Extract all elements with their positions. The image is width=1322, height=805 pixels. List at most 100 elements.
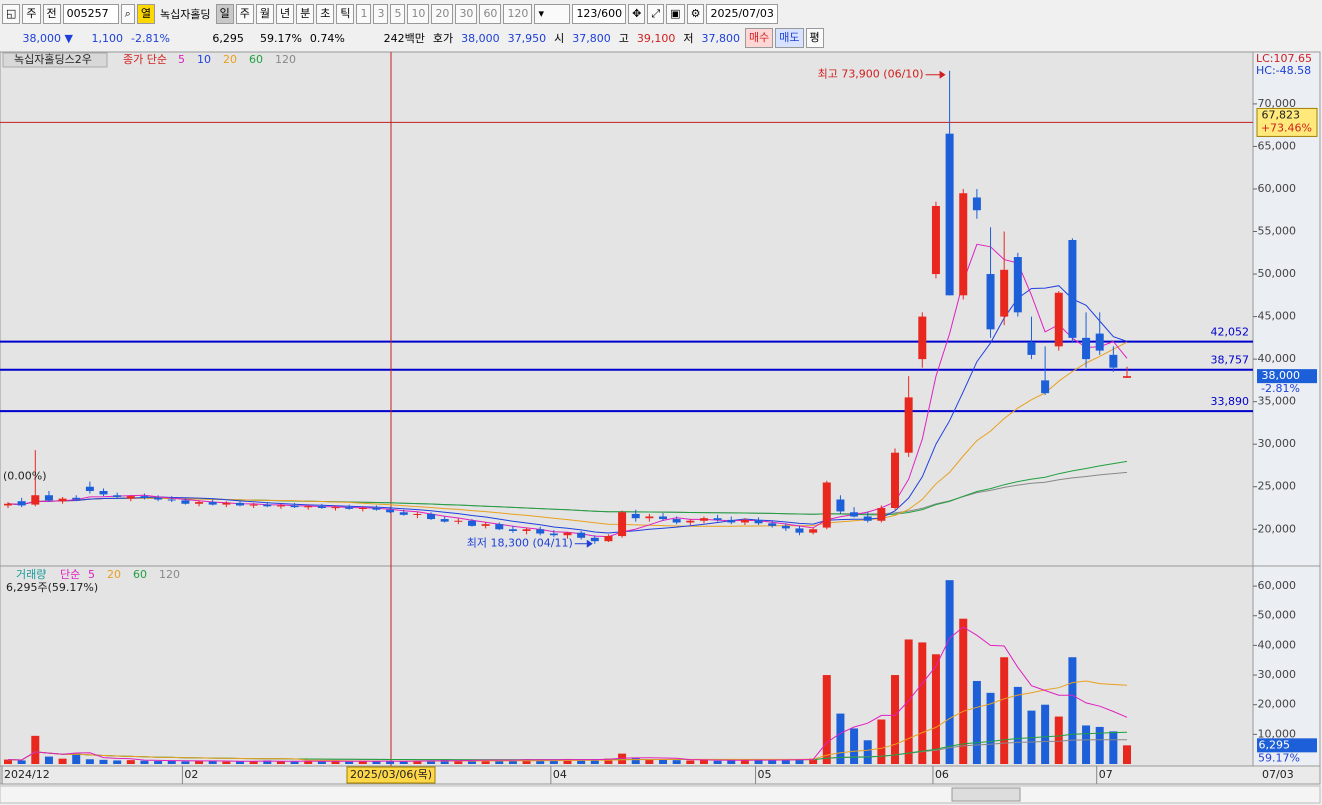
volume-bar bbox=[863, 740, 872, 764]
candle-body bbox=[631, 513, 640, 519]
volume-bar bbox=[317, 761, 326, 764]
y-tick-label: 30,000 bbox=[1258, 668, 1297, 681]
period[interactable]: 주 bbox=[235, 4, 254, 24]
scrollbar[interactable] bbox=[0, 785, 1321, 804]
quote-bar: 38,000 ▼ 1,100 -2.81% 6,295 59.17% 0.74%… bbox=[0, 27, 1322, 49]
menu-button[interactable]: ◱ bbox=[2, 4, 21, 24]
candle-body bbox=[195, 502, 204, 504]
volume-bar bbox=[44, 756, 53, 764]
candle-body bbox=[454, 520, 463, 522]
volume-bar bbox=[536, 760, 545, 764]
candle-body bbox=[263, 504, 272, 507]
candle-body bbox=[399, 512, 408, 515]
candle-body bbox=[781, 525, 790, 529]
candle-body bbox=[1000, 269, 1009, 317]
candle-body bbox=[959, 193, 968, 296]
y-tick-label: 60,000 bbox=[1258, 182, 1297, 195]
scroll-buttons[interactable] bbox=[951, 787, 1021, 802]
candle-body bbox=[44, 495, 53, 501]
volume-bar bbox=[672, 760, 681, 764]
tool[interactable]: ⤢ bbox=[647, 4, 665, 24]
volume-bar bbox=[1041, 704, 1050, 764]
period[interactable]: 틱 bbox=[336, 4, 355, 24]
volume-bar bbox=[645, 759, 654, 764]
volume-bar bbox=[454, 760, 463, 764]
period[interactable]: 초 bbox=[316, 4, 335, 24]
volume-bar bbox=[522, 759, 531, 764]
interval[interactable]: 3 bbox=[373, 4, 389, 24]
interval[interactable]: 1 bbox=[356, 4, 372, 24]
legend-prefix: 종가 단순 bbox=[123, 53, 167, 66]
settings[interactable]: ⚙ bbox=[686, 4, 705, 24]
volume-bar bbox=[836, 713, 845, 764]
candle-body bbox=[822, 482, 831, 528]
y-tick-label: 40,000 bbox=[1258, 638, 1297, 651]
period[interactable]: 일 bbox=[215, 4, 234, 24]
candle-body bbox=[276, 505, 285, 507]
candle-body bbox=[727, 519, 736, 523]
y-tick-label: 20,000 bbox=[1258, 698, 1297, 711]
candle-body bbox=[836, 499, 845, 512]
volume-bar bbox=[17, 760, 26, 764]
last-volume: 6,295 bbox=[1259, 738, 1291, 751]
volume-bar bbox=[768, 759, 777, 764]
candle-body bbox=[918, 316, 927, 360]
y-tick-label: 10,000 bbox=[1258, 727, 1297, 740]
tool[interactable]: ▣ bbox=[666, 4, 685, 24]
volume-bar bbox=[195, 761, 204, 764]
volume-bar bbox=[58, 758, 67, 764]
count[interactable]: 123/600 bbox=[572, 4, 627, 24]
y-tick-label: 60,000 bbox=[1258, 579, 1297, 592]
prev[interactable]: 전 bbox=[42, 4, 61, 24]
candle-body bbox=[440, 519, 449, 522]
volume-bar bbox=[85, 759, 94, 764]
volume-bar bbox=[508, 759, 517, 764]
candle-body bbox=[986, 274, 995, 330]
code-input[interactable]: 005257 bbox=[62, 4, 119, 24]
candle-body bbox=[181, 500, 190, 504]
interval[interactable]: 20 bbox=[431, 4, 454, 24]
high: 39,100 bbox=[636, 31, 676, 45]
label: 시 bbox=[554, 32, 565, 45]
toolbar: ◱ 주 전 005257 ⌕ 열 녹십자홀딩 일 주 월 년 분 초 틱 1 3… bbox=[0, 3, 1322, 25]
avg-button[interactable]: 평 bbox=[805, 28, 824, 48]
candle-body bbox=[659, 516, 668, 520]
high-annotation: 최고 73,900 (06/10) bbox=[818, 68, 924, 81]
buy-button[interactable]: 매수 bbox=[745, 28, 774, 48]
interval[interactable]: 5 bbox=[390, 4, 406, 24]
volume-bar bbox=[904, 639, 913, 764]
y-tick-label: 20,000 bbox=[1258, 522, 1297, 535]
candle-body bbox=[1082, 337, 1091, 360]
last-volume-rate: 59.17% bbox=[1258, 751, 1300, 764]
moving-average bbox=[7, 341, 1128, 527]
market[interactable]: 주 bbox=[22, 4, 41, 24]
sell-button[interactable]: 매도 bbox=[775, 28, 804, 48]
interval[interactable]: 30 bbox=[455, 4, 478, 24]
legend-entry: 10 bbox=[197, 53, 211, 66]
candle-body bbox=[863, 516, 872, 521]
candle-body bbox=[931, 205, 940, 275]
volume-bar bbox=[140, 760, 149, 764]
tool[interactable]: ✥ bbox=[628, 4, 646, 24]
period[interactable]: 월 bbox=[255, 4, 274, 24]
volume-bar bbox=[891, 675, 900, 764]
volume-bar bbox=[781, 760, 790, 764]
interval[interactable]: 120 bbox=[503, 4, 533, 24]
last-price: 38,000 bbox=[1262, 369, 1301, 382]
period[interactable]: 년 bbox=[275, 4, 295, 24]
volume-bar bbox=[399, 761, 408, 764]
volume-bar bbox=[931, 654, 940, 764]
period[interactable]: 분 bbox=[296, 4, 315, 24]
search[interactable]: ⌕ bbox=[120, 4, 135, 24]
date-input[interactable]: 2025/07/03 bbox=[706, 4, 778, 24]
y-tick-label: 30,000 bbox=[1258, 437, 1297, 450]
volume-bar bbox=[31, 735, 40, 764]
y-tick-label: 25,000 bbox=[1258, 480, 1297, 493]
volume-bar bbox=[686, 760, 695, 764]
interval[interactable]: 10 bbox=[407, 4, 430, 24]
interval[interactable]: 60 bbox=[479, 4, 502, 24]
dropdown[interactable]: ▾ bbox=[534, 4, 571, 24]
label: 고 bbox=[618, 32, 629, 45]
tag[interactable]: 열 bbox=[136, 4, 155, 24]
candle-body bbox=[58, 498, 67, 502]
